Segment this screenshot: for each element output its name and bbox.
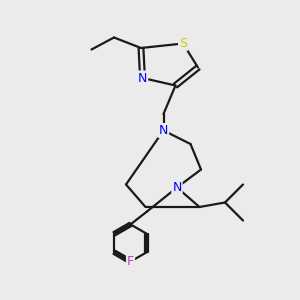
Text: F: F [127,255,134,268]
Text: N: N [159,124,168,137]
Text: N: N [172,181,182,194]
Text: S: S [179,37,187,50]
Text: N: N [138,71,147,85]
